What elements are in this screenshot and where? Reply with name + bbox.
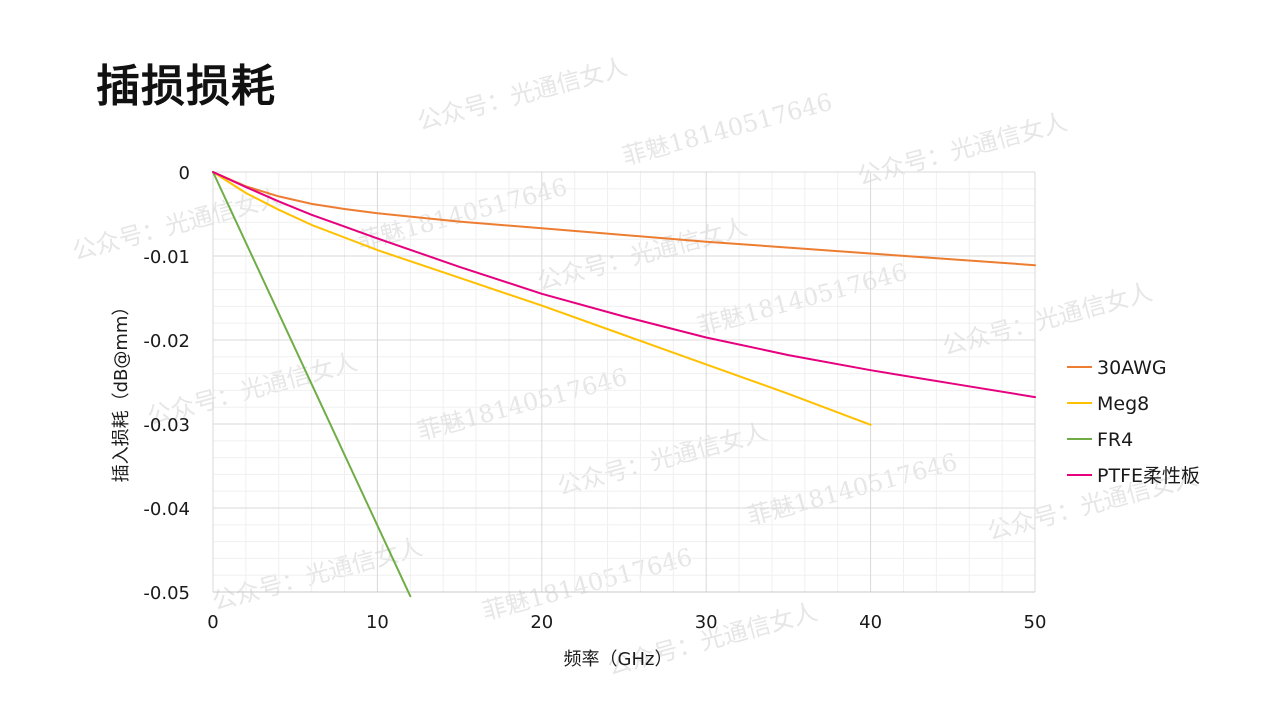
- legend-label: Meg8: [1097, 393, 1149, 415]
- series-line: [212, 171, 1036, 399]
- x-axis-title: 频率（GHz）: [564, 649, 673, 670]
- series-layer: [212, 171, 1036, 598]
- y-tick-label: -0.05: [143, 583, 190, 604]
- x-tick-label: 30: [695, 612, 718, 633]
- series-line: [212, 171, 412, 598]
- x-tick-label: 20: [530, 612, 553, 633]
- y-tick-label: -0.03: [143, 415, 190, 436]
- legend-label: 30AWG: [1097, 357, 1167, 379]
- x-tick-label: 10: [366, 612, 389, 633]
- watermark-text: 菲魅18140517646: [414, 363, 630, 446]
- x-tick-label: 40: [859, 612, 882, 633]
- minor-gridlines: [213, 172, 1035, 592]
- y-tick-label: -0.04: [143, 499, 190, 520]
- y-tick-label: -0.01: [143, 247, 190, 268]
- y-axis-title: 插入损耗（dB@mm）: [111, 298, 132, 483]
- watermark-text: 公众号：光通信女人: [939, 278, 1155, 361]
- legend-label: PTFE柔性板: [1097, 465, 1200, 487]
- y-axis-ticks: 0 -0.01 -0.02 -0.03 -0.04 -0.05: [143, 163, 190, 604]
- watermark-text: 公众号：光通信女人: [209, 533, 425, 616]
- series-line: [212, 171, 1036, 267]
- page-title: 插损损耗: [96, 61, 276, 112]
- x-axis-ticks: 0 10 20 30 40 50: [207, 612, 1046, 633]
- watermark-text: 公众号：光通信女人: [854, 108, 1070, 191]
- y-tick-label: -0.02: [143, 331, 190, 352]
- watermark-text: 公众号：光通信女人: [554, 418, 770, 501]
- series-line: [212, 171, 872, 426]
- x-tick-label: 0: [207, 612, 218, 633]
- x-tick-label: 50: [1024, 612, 1047, 633]
- watermark-text: 公众号：光通信女人: [414, 53, 630, 136]
- watermark-text: 菲魅18140517646: [479, 543, 695, 626]
- watermark-text: 菲魅18140517646: [744, 448, 960, 531]
- legend-label: FR4: [1097, 429, 1133, 451]
- watermark-text: 菲魅18140517646: [694, 258, 910, 341]
- legend: 30AWG Meg8 FR4 PTFE柔性板: [1067, 357, 1200, 487]
- y-tick-label: 0: [179, 163, 190, 184]
- watermark-text: 菲魅18140517646: [619, 88, 835, 171]
- watermark-text: 公众号：光通信女人: [534, 213, 750, 296]
